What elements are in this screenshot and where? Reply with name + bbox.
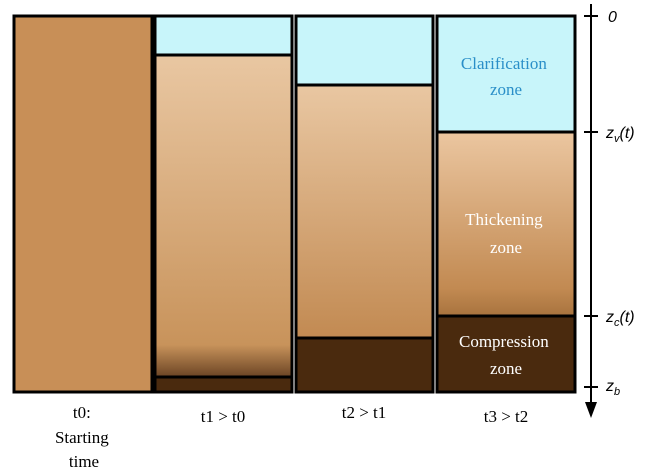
- column-1: [12, 14, 154, 394]
- axis-label-zv: zv(t): [605, 125, 635, 145]
- column-4: [435, 14, 577, 394]
- column-2: [153, 14, 294, 394]
- clarification-label: Clarification zone: [461, 54, 551, 99]
- column-3: [294, 14, 435, 394]
- axis-label-zb: zb: [605, 378, 620, 398]
- column-3-label: t2 > t1: [342, 403, 387, 422]
- compression-label: Compression zone: [459, 332, 553, 378]
- axis-arrow: [585, 402, 597, 418]
- column-1-label: t0: Starting time: [55, 403, 113, 471]
- column-4-label: t3 > t2: [484, 407, 529, 426]
- thickening-label: Thickening zone: [465, 210, 547, 257]
- columns: [12, 14, 577, 394]
- axis-label-top: 0: [608, 9, 617, 26]
- column-2-label: t1 > t0: [201, 407, 246, 426]
- depth-axis: [584, 4, 598, 405]
- axis-label-zc: zc(t): [605, 309, 635, 329]
